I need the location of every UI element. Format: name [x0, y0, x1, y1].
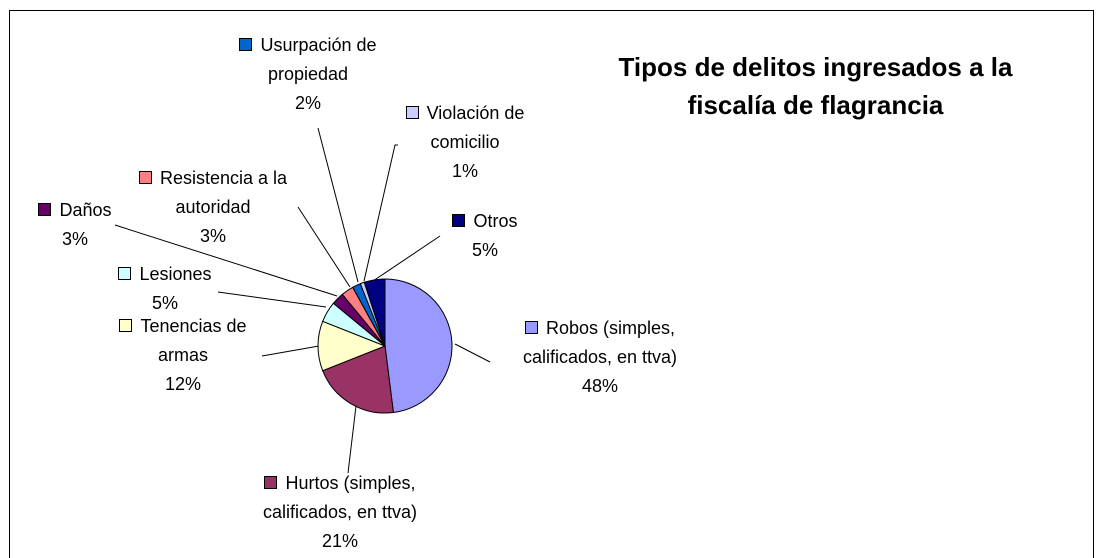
- slice-label: Usurpación de propiedad 2%: [228, 31, 388, 118]
- pie-slice: [384, 278, 453, 414]
- value-label: 48%: [581, 376, 619, 396]
- category-label: Hurtos (simples, calificados, en ttva): [262, 473, 418, 522]
- label-name: Usurpación de propiedad: [228, 31, 388, 89]
- category-label: Usurpación de propiedad: [260, 35, 377, 84]
- label-name: Violación de comicilio: [393, 99, 538, 157]
- label-name: Robos (simples, calificados, en ttva): [505, 314, 695, 372]
- slice-label: Daños 3%: [25, 196, 125, 254]
- slice-label: Otros 5%: [445, 207, 525, 265]
- label-name: Hurtos (simples, calificados, en ttva): [233, 469, 448, 527]
- leader-line: [372, 235, 441, 282]
- category-label: Tenencias de armas: [140, 316, 247, 365]
- value-label: 5%: [471, 240, 498, 260]
- pie-slice: [363, 278, 386, 347]
- leader-line: [114, 224, 338, 297]
- label-name: Otros: [445, 207, 525, 236]
- value-label: 5%: [151, 293, 178, 313]
- legend-swatch: [524, 321, 538, 334]
- legend-swatch: [38, 203, 52, 216]
- legend-swatch: [118, 267, 132, 280]
- value-label: 3%: [61, 229, 88, 249]
- category-label: Resistencia a la autoridad: [159, 168, 288, 217]
- slice-label: Resistencia a la autoridad 3%: [126, 164, 301, 251]
- value-label: 12%: [164, 374, 202, 394]
- slice-label: Lesiones 5%: [110, 260, 220, 318]
- value-label: 3%: [199, 226, 226, 246]
- pie-slice: [322, 345, 394, 414]
- leader-line: [261, 345, 320, 357]
- value-label: 1%: [451, 161, 478, 181]
- leader-line: [217, 291, 327, 308]
- legend-swatch: [239, 38, 253, 51]
- leader-line: [347, 405, 357, 474]
- category-label: Lesiones: [139, 264, 212, 284]
- leader-line: [317, 127, 359, 283]
- slice-label: Tenencias de armas 12%: [108, 312, 258, 399]
- slice-label: Robos (simples, calificados, en ttva) 48%: [505, 314, 695, 401]
- legend-swatch: [452, 214, 466, 227]
- category-label: Otros: [473, 211, 518, 231]
- label-name: Lesiones: [110, 260, 220, 289]
- legend-swatch: [405, 106, 419, 119]
- legend-swatch: [138, 171, 152, 184]
- value-label: 21%: [321, 531, 359, 551]
- label-name: Tenencias de armas: [108, 312, 258, 370]
- leader-lines: [114, 127, 491, 474]
- chart-title: Tipos de delitos ingresados a la fiscalí…: [618, 52, 1013, 120]
- leader-line: [363, 144, 398, 282]
- label-name: Daños: [25, 196, 125, 225]
- leader-line: [454, 343, 491, 363]
- legend-swatch: [119, 319, 133, 332]
- slice-label: Violación de comicilio 1%: [393, 99, 538, 186]
- category-label: Daños: [59, 200, 112, 220]
- legend-swatch: [264, 476, 278, 489]
- chart-border: [9, 10, 1094, 558]
- category-label: Robos (simples, calificados, en ttva): [522, 318, 678, 367]
- category-label: Violación de comicilio: [426, 103, 525, 152]
- value-label: 2%: [294, 93, 321, 113]
- label-name: Resistencia a la autoridad: [126, 164, 301, 222]
- leader-line: [297, 206, 351, 288]
- slice-label: Hurtos (simples, calificados, en ttva) 21…: [233, 469, 448, 556]
